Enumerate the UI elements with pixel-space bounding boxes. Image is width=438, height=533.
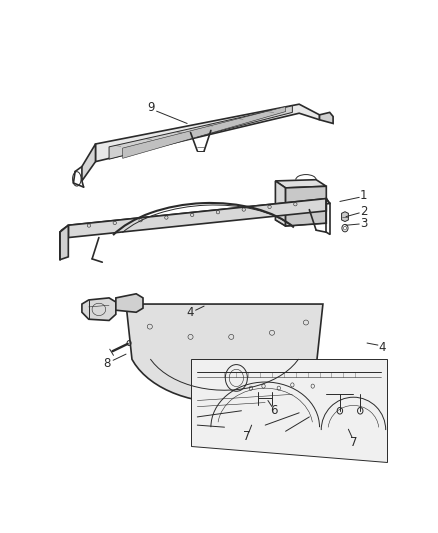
Polygon shape — [60, 225, 68, 241]
Polygon shape — [116, 294, 143, 312]
Polygon shape — [68, 199, 330, 230]
Polygon shape — [342, 212, 348, 222]
Polygon shape — [109, 106, 293, 159]
Polygon shape — [82, 144, 95, 181]
Polygon shape — [320, 112, 333, 124]
Polygon shape — [68, 199, 326, 238]
Polygon shape — [126, 304, 323, 402]
Polygon shape — [95, 104, 320, 161]
Polygon shape — [286, 186, 326, 226]
Text: 1: 1 — [360, 189, 367, 202]
Text: 8: 8 — [104, 357, 111, 370]
Text: 4: 4 — [187, 306, 194, 319]
Polygon shape — [60, 225, 68, 260]
Polygon shape — [191, 359, 387, 462]
Polygon shape — [123, 107, 286, 158]
Polygon shape — [276, 180, 326, 188]
Polygon shape — [276, 181, 286, 226]
Text: 9: 9 — [148, 101, 155, 114]
Text: 3: 3 — [360, 217, 367, 230]
Text: 4: 4 — [378, 341, 386, 353]
Text: 6: 6 — [270, 404, 277, 417]
Text: 2: 2 — [360, 205, 367, 218]
Text: 7: 7 — [243, 430, 250, 443]
Polygon shape — [82, 298, 116, 320]
Text: 7: 7 — [350, 436, 358, 449]
